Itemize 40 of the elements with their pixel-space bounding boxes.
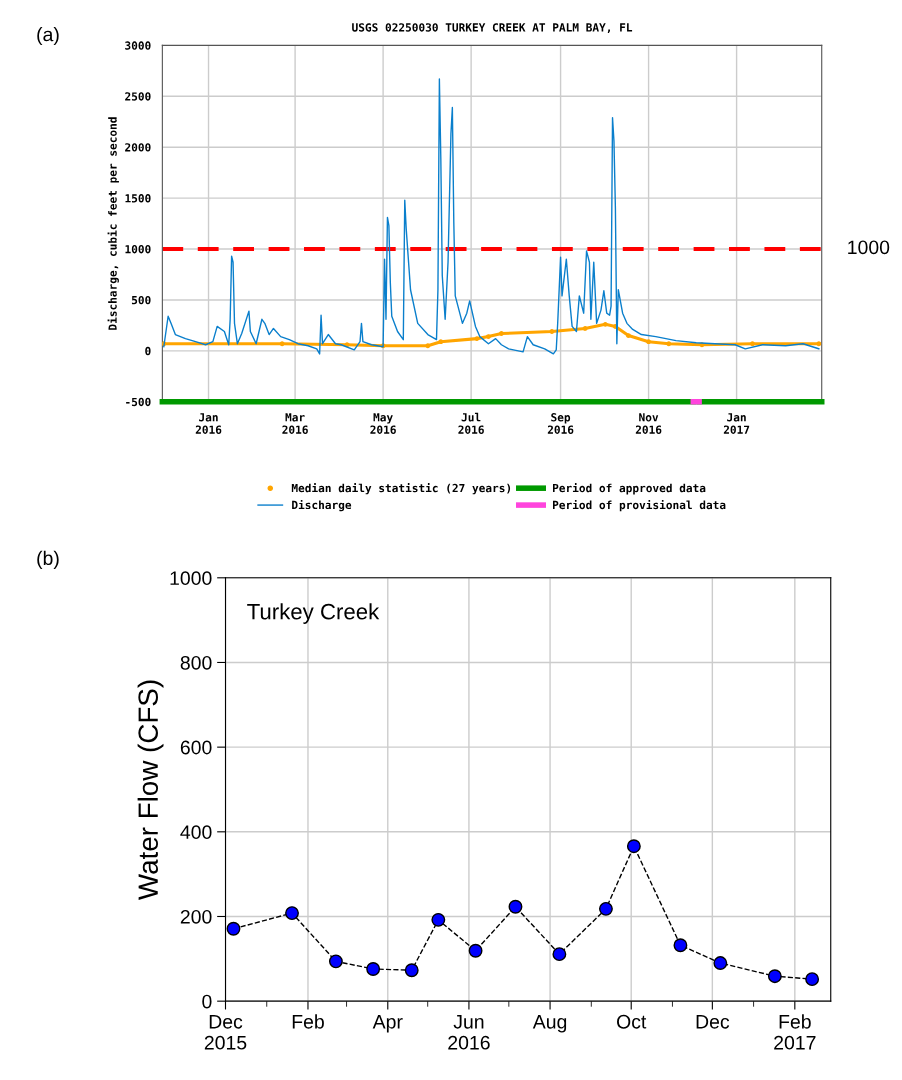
y-tick-label: 2000	[125, 143, 151, 152]
text: (b)	[37, 550, 59, 569]
y-tick-label: 0	[202, 994, 212, 1009]
x-tick-label: Nov 2016	[635, 413, 662, 434]
y-tick-label: 3000	[125, 41, 151, 50]
x-tick-label: Aug	[532, 1015, 567, 1033]
x-tick-label: Dec 2015	[204, 1015, 247, 1050]
x-tick-label: May 2016	[370, 413, 396, 434]
x-tick-label: Mar 2016	[282, 413, 308, 434]
text: (a)	[37, 27, 59, 46]
y-tick-label: 600	[180, 740, 212, 755]
x-tick-label: Apr	[372, 1015, 403, 1033]
x-tick-label: Oct	[617, 1014, 647, 1029]
legend-label: Median daily statistic (27 years)	[291, 483, 511, 495]
x-tick-label: Jan 2017	[723, 413, 750, 434]
y-tick-label: 1000	[170, 571, 212, 586]
legend-label: Discharge	[292, 499, 352, 512]
y-axis-title: Discharge, cubic feet per second	[107, 117, 119, 330]
y-tick-label: 400	[180, 825, 212, 840]
ref-line-label: 1000	[848, 240, 890, 255]
chart-title: USGS 02250030 TURKEY CREEK AT PALM BAY, FL	[352, 23, 633, 34]
x-tick-label: Jul 2016	[458, 412, 484, 434]
x-tick-label: Feb	[292, 1014, 324, 1029]
x-tick-label: Sep 2016	[547, 413, 574, 434]
legend-label: Period of provisional data	[553, 499, 726, 512]
x-tick-label: Feb 2017	[774, 1014, 816, 1050]
y-tick-label: 1000	[125, 244, 151, 254]
annotation: Turkey Creek	[247, 603, 380, 624]
x-tick-label: Jan 2016	[195, 413, 222, 434]
y-tick-label: 1500	[125, 194, 151, 203]
y-tick-label: 200	[180, 909, 212, 924]
y-tick-label: 800	[180, 655, 212, 670]
x-tick-label: Dec	[696, 1015, 730, 1029]
x-tick-label: Jun 2016	[448, 1015, 490, 1050]
y-axis-title: Water Flow (CFS)	[137, 680, 164, 900]
legend-label: Period of approved data	[553, 483, 706, 495]
y-tick-label: 500	[131, 295, 151, 305]
y-tick-label: -500	[126, 397, 151, 407]
y-tick-label: 2500	[125, 92, 151, 101]
y-tick-label: 0	[145, 346, 151, 356]
